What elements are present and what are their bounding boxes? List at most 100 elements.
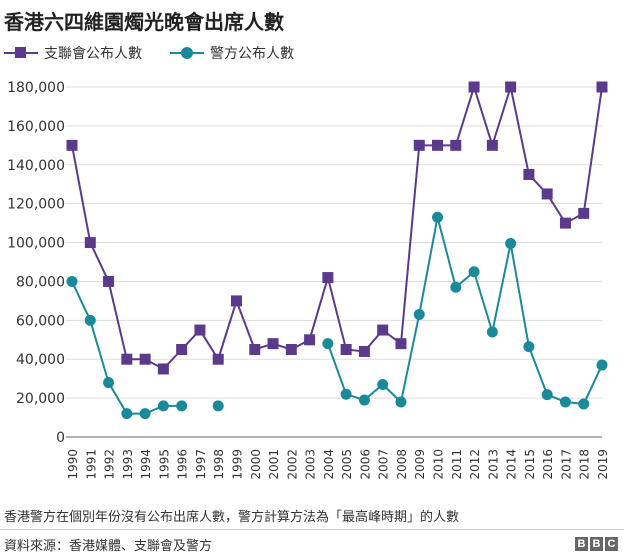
legend: 支聯會公布人數 警方公布人數 — [4, 43, 322, 63]
data-point-circle — [66, 275, 78, 287]
data-point-square — [578, 207, 590, 219]
data-point-square — [468, 81, 480, 93]
data-point-circle — [358, 394, 370, 406]
data-point-circle — [121, 408, 133, 420]
data-point-square — [596, 81, 608, 93]
data-point-circle — [139, 408, 151, 420]
data-point-circle — [103, 377, 115, 389]
x-tick-label: 2005 — [340, 449, 354, 480]
y-tick-label: 160,000 — [7, 119, 65, 135]
data-point-square — [358, 345, 370, 357]
data-point-square — [413, 139, 425, 151]
data-point-circle — [340, 388, 352, 400]
series-line-0 — [71, 83, 603, 371]
x-tick-label: 1996 — [176, 449, 190, 480]
data-point-circle — [84, 314, 96, 326]
x-tick-label: 2015 — [523, 449, 537, 480]
x-tick-label: 1994 — [139, 449, 153, 480]
line-chart: 0 20,000 40,000 60,000 80,000 100,000 120,000 1… — [7, 80, 610, 480]
x-tick-label: 1999 — [230, 449, 244, 480]
x-tick-label: 1992 — [103, 449, 117, 480]
y-tick-label: 180,000 — [7, 80, 65, 96]
y-tick-label: 120,000 — [7, 197, 65, 213]
x-tick-label: 2016 — [541, 449, 555, 480]
data-point-circle — [541, 389, 553, 401]
data-point-square — [157, 363, 169, 375]
data-point-square — [450, 139, 462, 151]
source-text: 資料來源：香港媒體、支聯會及警方 — [4, 539, 213, 554]
x-tick-label: 2008 — [395, 449, 409, 480]
x-tick-label: 2002 — [285, 449, 299, 480]
x-tick-label: 2019 — [596, 449, 610, 480]
x-tick-label: 2010 — [432, 449, 446, 480]
legend-item-organiser: 支聯會公布人數 — [4, 43, 142, 63]
data-point-circle — [395, 396, 407, 408]
data-point-square — [505, 81, 517, 93]
data-point-square — [194, 324, 206, 336]
y-tick-label: 40,000 — [16, 352, 65, 368]
data-point-circle — [596, 359, 608, 371]
x-tick-label: 2001 — [267, 449, 281, 480]
data-point-square — [285, 344, 297, 355]
x-tick-label: 1990 — [66, 449, 80, 480]
x-tick-label: 2017 — [559, 449, 573, 480]
data-point-square — [249, 344, 261, 355]
data-point-circle — [450, 281, 462, 293]
data-point-square — [139, 353, 151, 365]
data-point-square — [432, 139, 444, 151]
data-point-circle — [413, 309, 425, 320]
data-point-circle — [157, 400, 169, 412]
data-point-circle — [523, 341, 535, 353]
data-point-circle — [486, 326, 498, 338]
data-point-square — [176, 344, 188, 355]
data-point-square — [322, 272, 334, 284]
y-tick-label: 20,000 — [16, 391, 65, 407]
y-tick-label: 140,000 — [7, 158, 65, 174]
x-tick-label: 2007 — [377, 449, 391, 480]
bbc-logo: B B C — [573, 537, 618, 551]
legend-label-police: 警方公布人數 — [210, 46, 294, 62]
data-point-circle — [176, 400, 188, 412]
chart-title: 香港六四維園燭光晚會出席人數 — [4, 10, 284, 34]
data-point-square — [395, 338, 407, 350]
x-tick-label: 2013 — [486, 449, 500, 480]
data-point-square — [267, 338, 279, 350]
x-tick-label: 2011 — [450, 449, 464, 480]
legend-label-organiser: 支聯會公布人數 — [44, 46, 142, 62]
x-tick-label: 2009 — [413, 449, 427, 480]
data-point-square — [230, 295, 242, 307]
x-tick-label: 1998 — [212, 449, 226, 480]
data-point-square — [66, 139, 78, 151]
series-line-1 — [326, 217, 603, 406]
data-point-square — [84, 237, 96, 249]
data-point-circle — [212, 400, 224, 412]
data-point-square — [121, 353, 133, 365]
legend-swatch-organiser — [4, 47, 38, 59]
data-point-square — [541, 188, 553, 200]
x-tick-label: 2000 — [249, 449, 263, 480]
data-point-square — [559, 217, 571, 229]
x-tick-label: 2004 — [322, 449, 336, 480]
y-tick-label: 80,000 — [16, 274, 65, 290]
data-point-circle — [468, 266, 480, 278]
legend-swatch-police — [170, 47, 204, 59]
legend-item-police: 警方公布人數 — [170, 43, 294, 63]
footnote: 香港警方在個別年份沒有公布出席人數，警方計算方法為「最高峰時期」的人數 — [4, 510, 460, 525]
x-tick-label: 2003 — [304, 449, 318, 480]
x-tick-label: 1997 — [194, 449, 208, 480]
data-point-square — [340, 344, 352, 355]
y-tick-label: 60,000 — [16, 313, 65, 329]
data-point-circle — [322, 338, 334, 350]
x-tick-label: 2014 — [505, 449, 519, 480]
x-tick-label: 1995 — [157, 449, 171, 480]
data-point-square — [304, 334, 316, 346]
footer-divider — [0, 529, 624, 530]
data-point-square — [212, 353, 224, 365]
data-point-square — [523, 169, 535, 180]
x-tick-label: 1993 — [121, 449, 135, 480]
data-point-circle — [559, 396, 571, 408]
series-line-1 — [71, 281, 182, 415]
data-point-square — [377, 324, 389, 336]
y-tick-label: 0 — [56, 430, 65, 446]
data-point-circle — [578, 398, 590, 410]
